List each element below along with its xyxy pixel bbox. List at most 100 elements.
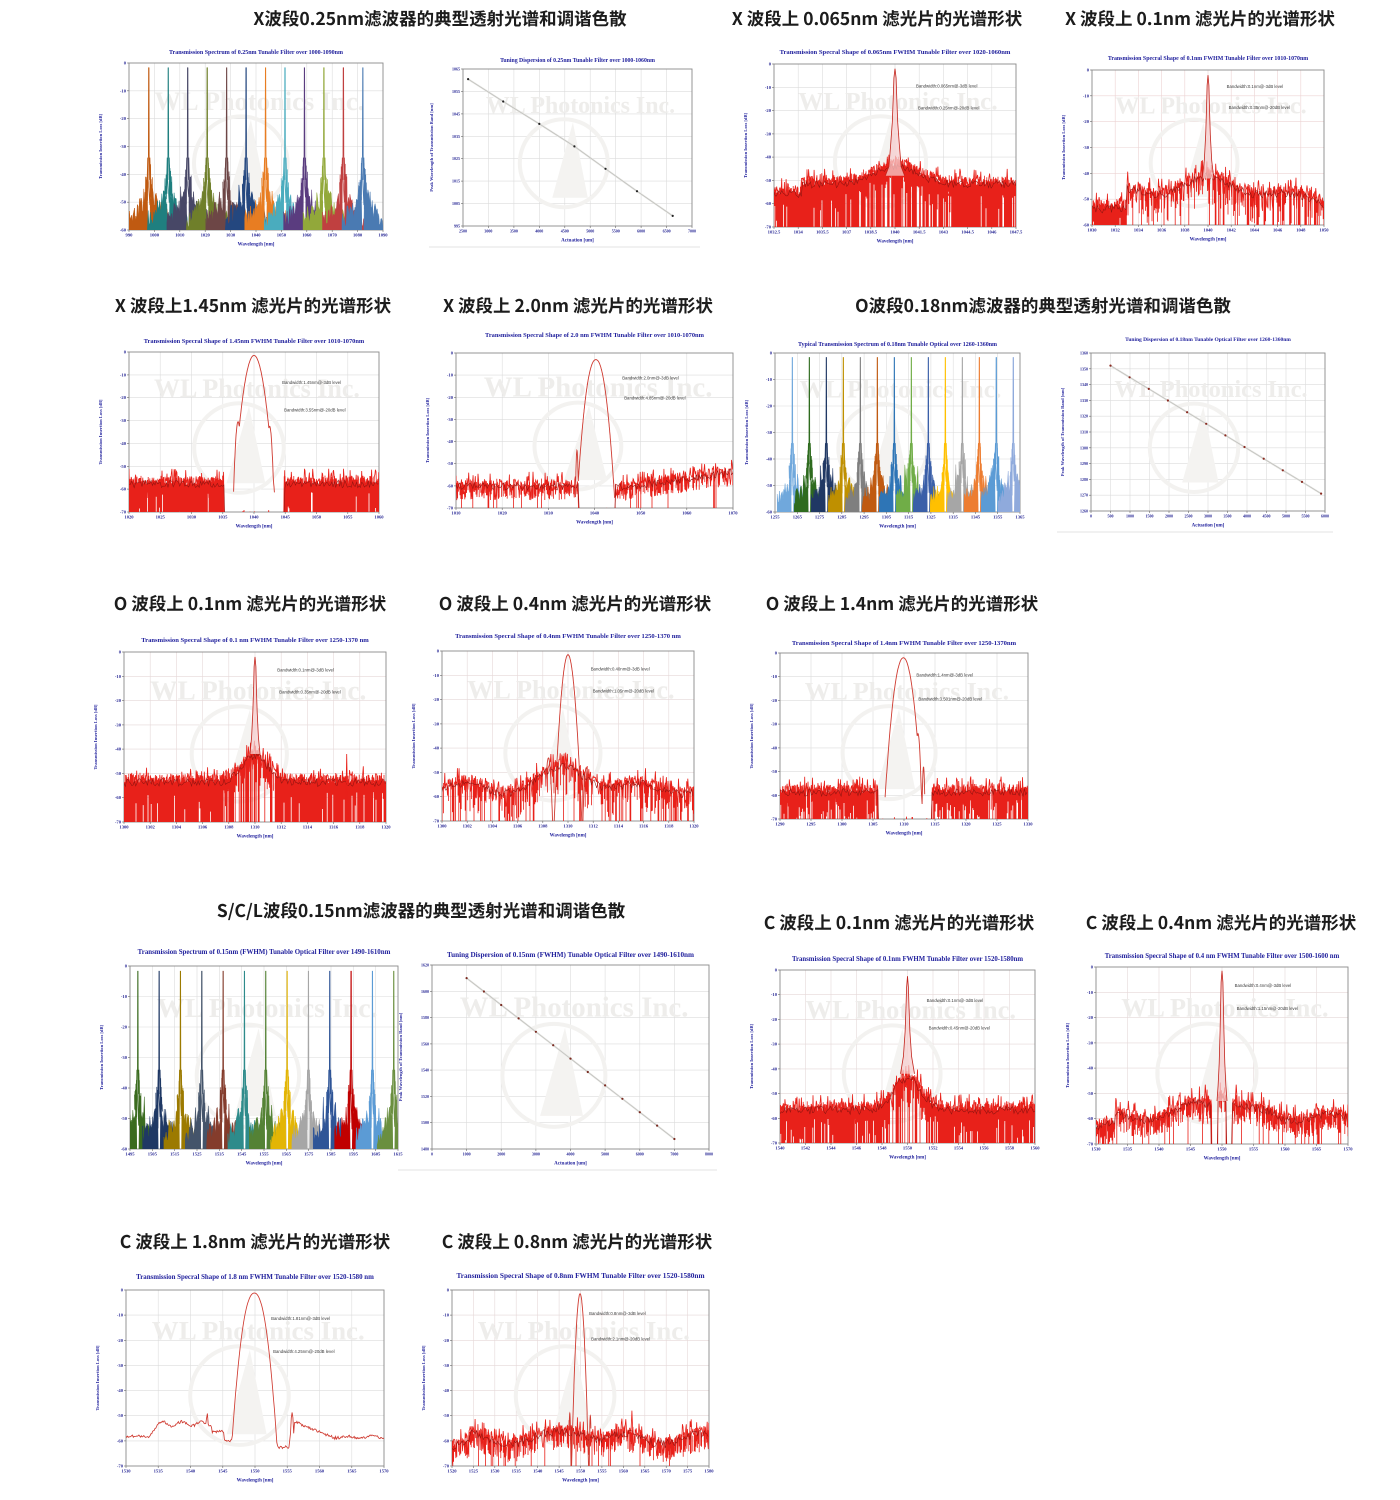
- svg-text:1300: 1300: [437, 824, 447, 829]
- svg-text:1316: 1316: [329, 825, 339, 830]
- svg-text:WL Photonics Inc.: WL Photonics Inc.: [486, 93, 675, 119]
- svg-text:1090: 1090: [378, 233, 388, 238]
- svg-text:-20: -20: [433, 697, 440, 702]
- svg-text:995: 995: [454, 224, 460, 229]
- svg-text:WL Photonics Inc.: WL Photonics Inc.: [467, 676, 674, 705]
- svg-text:1545: 1545: [555, 1469, 565, 1474]
- svg-text:-10: -10: [115, 674, 122, 679]
- svg-text:1520: 1520: [447, 1469, 457, 1474]
- svg-text:5500: 5500: [612, 229, 620, 234]
- svg-text:1304: 1304: [172, 825, 182, 830]
- svg-text:1035.5: 1035.5: [816, 230, 829, 235]
- svg-text:Transmission Insertion Loss [d: Transmission Insertion Loss [dB]: [744, 399, 749, 465]
- svg-text:Transmission Insertion Loss [d: Transmission Insertion Loss [dB]: [98, 113, 103, 179]
- svg-text:-60: -60: [120, 487, 127, 492]
- svg-text:-40: -40: [1083, 171, 1090, 176]
- svg-text:0: 0: [769, 62, 772, 67]
- svg-text:0: 0: [775, 968, 778, 973]
- svg-text:1290: 1290: [1080, 461, 1088, 466]
- svg-text:0: 0: [451, 351, 454, 356]
- svg-text:1495: 1495: [125, 1152, 135, 1157]
- svg-text:1040: 1040: [590, 511, 600, 516]
- svg-text:1318: 1318: [355, 825, 365, 830]
- svg-text:-40: -40: [771, 745, 778, 750]
- svg-text:1318: 1318: [664, 824, 674, 829]
- svg-text:Transmission Specral Shape of: Transmission Specral Shape of 0.4nm FWHM…: [455, 633, 681, 640]
- svg-text:1302: 1302: [146, 825, 156, 830]
- svg-text:-30: -30: [765, 131, 772, 136]
- svg-text:1315: 1315: [930, 822, 940, 827]
- svg-text:1480: 1480: [421, 1147, 429, 1152]
- svg-text:Bandwidth:3.501nm@-20dB level: Bandwidth:3.501nm@-20dB level: [918, 696, 982, 701]
- svg-text:Transmission Insertion Loss [d: Transmission Insertion Loss [dB]: [743, 112, 748, 178]
- svg-text:-40: -40: [765, 155, 772, 160]
- svg-text:1595: 1595: [349, 1152, 359, 1157]
- svg-text:WL Photonics Inc.: WL Photonics Inc.: [157, 993, 378, 1024]
- svg-text:-60: -60: [120, 228, 127, 233]
- svg-text:7000: 7000: [670, 1152, 678, 1157]
- svg-text:0: 0: [121, 1288, 124, 1293]
- svg-text:1560: 1560: [619, 1469, 629, 1474]
- svg-text:1045: 1045: [452, 111, 460, 116]
- svg-text:1330: 1330: [1080, 398, 1088, 403]
- svg-text:-50: -50: [766, 483, 773, 488]
- svg-text:1575: 1575: [304, 1152, 314, 1157]
- svg-text:1545: 1545: [218, 1469, 228, 1474]
- svg-text:0: 0: [770, 351, 773, 356]
- svg-text:3000: 3000: [1204, 514, 1212, 519]
- svg-text:1047.5: 1047.5: [1010, 230, 1023, 235]
- svg-text:Actuation [um]: Actuation [um]: [1192, 524, 1225, 529]
- svg-text:0: 0: [1087, 68, 1090, 73]
- svg-text:0: 0: [437, 649, 440, 654]
- svg-text:1285: 1285: [837, 515, 847, 520]
- svg-text:WL Photonics Inc.: WL Photonics Inc.: [154, 374, 360, 403]
- svg-text:4000: 4000: [1243, 514, 1251, 519]
- svg-text:0: 0: [447, 1288, 450, 1293]
- svg-text:-30: -30: [120, 418, 127, 423]
- svg-text:-20: -20: [117, 1338, 124, 1343]
- svg-text:1580: 1580: [421, 1015, 429, 1020]
- svg-text:Wavelength [nm]: Wavelength [nm]: [236, 525, 273, 530]
- svg-text:WL Photonics Inc.: WL Photonics Inc.: [460, 992, 689, 1024]
- svg-text:1540: 1540: [533, 1469, 543, 1474]
- svg-text:1530: 1530: [121, 1469, 131, 1474]
- svg-text:Typical Transmission Spectrum: Typical Transmission Spectrum of 0.18nm …: [798, 342, 997, 348]
- svg-text:Bandwidth:2.0nm@-3dB level: Bandwidth:2.0nm@-3dB level: [622, 376, 679, 381]
- svg-text:Transmission Specral Shape of: Transmission Specral Shape of 0.8nm FWHM…: [456, 1271, 704, 1280]
- svg-text:1505: 1505: [148, 1152, 158, 1157]
- svg-text:500: 500: [1108, 514, 1114, 519]
- svg-text:0: 0: [124, 350, 127, 355]
- svg-text:-10: -10: [765, 85, 772, 90]
- svg-text:-10: -10: [120, 88, 127, 93]
- svg-text:1010: 1010: [175, 233, 185, 238]
- svg-text:Bandwidth:4.25nm@-20dB level: Bandwidth:4.25nm@-20dB level: [273, 1349, 334, 1354]
- svg-text:1555: 1555: [1249, 1147, 1259, 1152]
- svg-text:1360: 1360: [1080, 351, 1088, 356]
- svg-text:8000: 8000: [705, 1152, 713, 1157]
- svg-text:1038.5: 1038.5: [864, 230, 877, 235]
- svg-text:2500: 2500: [459, 229, 467, 234]
- svg-text:-20: -20: [1087, 1015, 1094, 1020]
- svg-text:6000: 6000: [636, 1152, 644, 1157]
- svg-text:1550: 1550: [903, 1146, 913, 1151]
- svg-text:1548: 1548: [877, 1146, 887, 1151]
- svg-text:0: 0: [124, 61, 127, 66]
- svg-text:-30: -30: [433, 721, 440, 726]
- svg-text:1540: 1540: [421, 1068, 429, 1073]
- svg-text:1260: 1260: [1080, 509, 1088, 514]
- svg-text:Bandwidth:0.4nm@-3dB level: Bandwidth:0.4nm@-3dB level: [1235, 983, 1292, 988]
- svg-text:-60: -60: [1083, 223, 1090, 228]
- svg-text:WL Photonics Inc.: WL Photonics Inc.: [154, 86, 364, 116]
- svg-text:WL Photonics Inc.: WL Photonics Inc.: [150, 676, 366, 706]
- svg-text:1320: 1320: [961, 822, 971, 827]
- svg-text:0: 0: [119, 650, 122, 655]
- svg-text:-50: -50: [1083, 197, 1090, 202]
- svg-text:3500: 3500: [1224, 514, 1232, 519]
- svg-text:Transmission Insertion Loss [d: Transmission Insertion Loss [dB]: [411, 703, 416, 769]
- svg-text:1060: 1060: [682, 511, 692, 516]
- svg-text:1312: 1312: [277, 825, 287, 830]
- svg-text:1040: 1040: [890, 230, 900, 235]
- svg-text:1345: 1345: [971, 515, 981, 520]
- svg-text:4000: 4000: [567, 1152, 575, 1157]
- svg-text:6000: 6000: [637, 229, 645, 234]
